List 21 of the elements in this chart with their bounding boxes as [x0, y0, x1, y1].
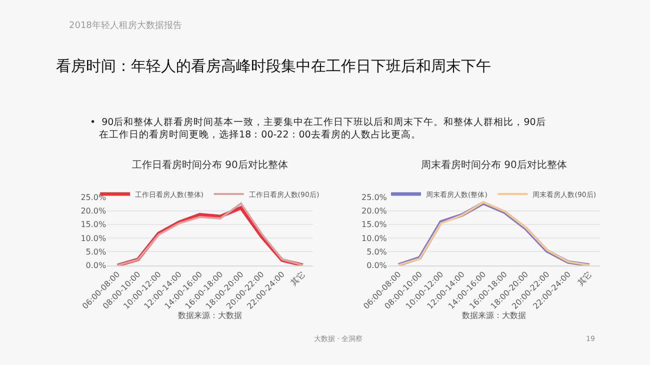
y-tick-label: 15.0%	[80, 220, 107, 230]
source-note: 数据来源：大数据	[178, 311, 242, 320]
y-tick-label: 15.0%	[362, 220, 388, 230]
text: • 90后和整体人群看房时间基本一致，主要集中在工作日下班以后和周末下午。和整体人群相比，90后在工作日的看房时间更晚，选择18：00-22：00去看房的人数占比更高。	[90, 116, 546, 140]
text: 看房时间：年轻人的看房高峰时段集中在工作日下班后和周末下午	[56, 57, 491, 75]
text: 2018年轻人租房大数据报告	[69, 20, 182, 31]
source-note: 数据来源：大数据	[462, 311, 526, 320]
x-tick-label: 其它	[289, 270, 307, 288]
y-tick-label: 0.0%	[86, 261, 107, 270]
y-tick-label: 0.0%	[366, 261, 388, 270]
x-tick-label: 其它	[576, 270, 594, 288]
chart-title: 周末看房时间分布 90后对比整体	[421, 159, 567, 171]
y-tick-label: 25.0%	[362, 192, 388, 202]
y-tick-label: 20.0%	[80, 206, 107, 216]
y-tick-label: 20.0%	[362, 206, 388, 216]
y-tick-label: 10.0%	[80, 234, 107, 243]
y-tick-label: 5.0%	[366, 248, 388, 257]
y-tick-label: 25.0%	[80, 192, 107, 202]
y-tick-label: 10.0%	[362, 234, 388, 243]
y-tick-label: 5.0%	[86, 248, 107, 257]
chart-title: 工作日看房时间分布 90后对比整体	[132, 159, 288, 171]
